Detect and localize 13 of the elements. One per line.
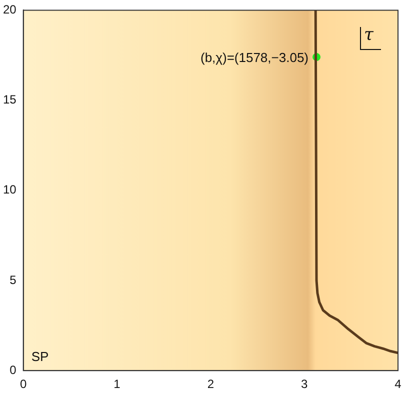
annotation: τ xyxy=(364,25,374,46)
x-tick-label: 0 xyxy=(20,377,28,392)
x-tick-label: 4 xyxy=(394,377,402,392)
y-tick-label: 5 xyxy=(10,272,17,287)
x-tick-label: 1 xyxy=(114,377,121,392)
y-tick-label: 0 xyxy=(10,362,17,377)
x-tick-label: 3 xyxy=(300,377,308,392)
y-tick-label: 10 xyxy=(2,182,17,197)
annotation: (b,χ)=(1578,−3.05) xyxy=(200,50,308,65)
annotation: SP xyxy=(31,348,49,364)
y-tick-label: 20 xyxy=(2,2,17,17)
x-tick-label: 2 xyxy=(207,377,214,392)
y-tick-label: 15 xyxy=(2,92,17,107)
